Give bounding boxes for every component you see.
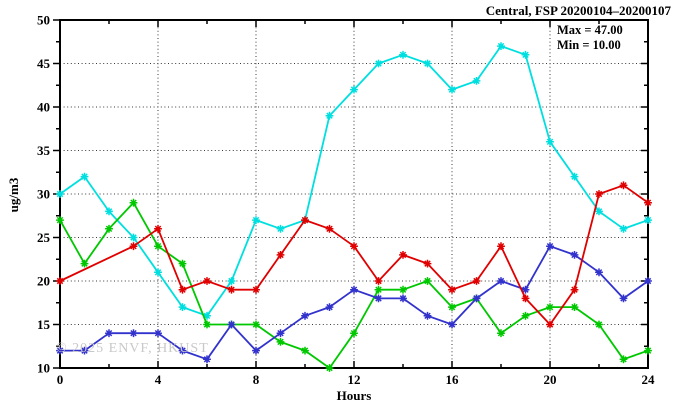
x-tick-label: 4 bbox=[155, 372, 162, 387]
x-tick-label: 20 bbox=[544, 372, 557, 387]
y-tick-label: 30 bbox=[37, 187, 50, 202]
y-tick-label: 40 bbox=[37, 100, 50, 115]
series-blue-markers bbox=[56, 242, 652, 364]
y-tick-label: 50 bbox=[37, 13, 50, 28]
y-tick-label: 35 bbox=[37, 143, 51, 158]
watermark-text: © 2025 ENVF, HKUST bbox=[56, 341, 209, 356]
x-tick-label: 16 bbox=[446, 372, 460, 387]
min-value-label: Min = 10.00 bbox=[557, 38, 621, 52]
y-tick-label: 45 bbox=[37, 56, 51, 71]
x-tick-label: 24 bbox=[642, 372, 656, 387]
series-cyan-markers bbox=[56, 42, 652, 320]
max-value-label: Max = 47.00 bbox=[557, 23, 623, 37]
x-tick-label: 12 bbox=[348, 372, 361, 387]
chart-title: Central, FSP 20200104–20200107 bbox=[485, 3, 671, 18]
series-red-markers bbox=[56, 181, 652, 329]
max-min-annotation: Max = 47.00 Min = 10.00 bbox=[557, 23, 623, 53]
x-axis-label: Hours bbox=[336, 388, 372, 403]
y-tick-label: 15 bbox=[37, 317, 51, 332]
y-tick-label: 25 bbox=[37, 230, 51, 245]
y-tick-label: 10 bbox=[37, 361, 50, 376]
x-tick-label: 0 bbox=[57, 372, 64, 387]
y-axis-label: ug/m3 bbox=[6, 177, 21, 213]
series-green-markers bbox=[56, 198, 652, 372]
x-tick-label: 8 bbox=[253, 372, 260, 387]
y-tick-label: 20 bbox=[37, 274, 50, 289]
